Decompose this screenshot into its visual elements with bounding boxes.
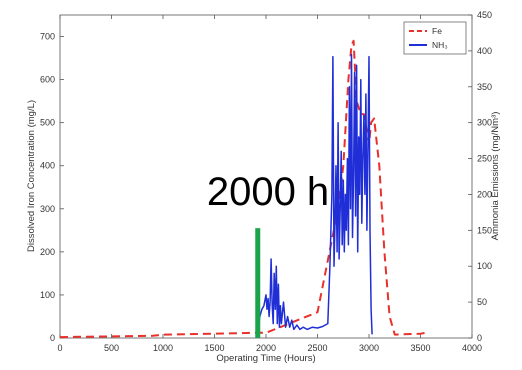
- left-y-tick-label: 400: [40, 161, 55, 171]
- right-y-tick-label: 150: [477, 225, 492, 235]
- right-y-tick-label: 0: [477, 333, 482, 343]
- x-tick-label: 4000: [462, 343, 482, 353]
- legend-fe-label: Fe: [432, 26, 442, 36]
- x-tick-label: 1500: [204, 343, 224, 353]
- x-axis-label: Operating Time (Hours): [216, 353, 315, 364]
- left-y-tick-label: 500: [40, 118, 55, 128]
- left-y-tick-label: 200: [40, 247, 55, 257]
- left-y-axis-label: Dissolved Iron Concentration (mg/L): [26, 100, 37, 252]
- left-y-tick-label: 100: [40, 290, 55, 300]
- left-y-axis: 0 100 200 300 400 500 600 700: [40, 32, 64, 343]
- x-tick-label: 0: [57, 343, 62, 353]
- x-tick-label: 2500: [307, 343, 327, 353]
- right-y-tick-label: 100: [477, 261, 492, 271]
- annotation-text: 2000 h: [207, 170, 329, 214]
- left-y-tick-label: 300: [40, 204, 55, 214]
- right-y-tick-label: 250: [477, 154, 492, 164]
- x-tick-label: 1000: [153, 343, 173, 353]
- plot-area: [59, 14, 473, 339]
- left-y-tick-label: 0: [50, 333, 55, 343]
- x-tick-label: 3500: [410, 343, 430, 353]
- x-tick-label: 3000: [359, 343, 379, 353]
- right-y-tick-label: 450: [477, 10, 492, 20]
- right-y-tick-label: 350: [477, 82, 492, 92]
- series-line-nh3: [257, 53, 373, 335]
- left-y-tick-label: 600: [40, 75, 55, 85]
- annotation-marker: [255, 228, 261, 338]
- legend-box: [403, 21, 467, 55]
- right-y-axis-label: Ammonia Emissions (mg/Nm³): [490, 112, 501, 241]
- right-y-axis: 0 50 100 150 200 250 300 350 400 450: [468, 10, 492, 343]
- x-axis: 0 500 1000 1500 2000 2500 3000 3500 4000: [57, 15, 482, 353]
- x-tick-label: 2000: [256, 343, 276, 353]
- legend-nh3-label: NH₃: [432, 40, 448, 50]
- x-tick-label: 500: [104, 343, 119, 353]
- right-y-tick-label: 200: [477, 189, 492, 199]
- legend: Fe NH₃: [403, 21, 467, 55]
- right-y-tick-label: 300: [477, 118, 492, 128]
- right-y-tick-label: 50: [477, 297, 487, 307]
- right-y-tick-label: 400: [477, 46, 492, 56]
- left-y-tick-label: 700: [40, 32, 55, 42]
